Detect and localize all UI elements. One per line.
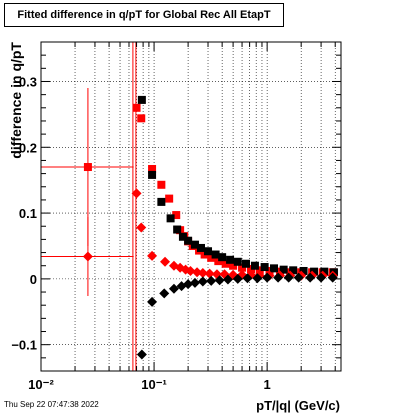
grid-lines <box>40 42 341 371</box>
series-1-square-point <box>279 265 288 274</box>
series-0-square-point <box>157 180 166 189</box>
series-3-diamond-point <box>283 272 294 283</box>
axis-ticks <box>40 41 341 372</box>
series-3-diamond-point <box>183 279 194 290</box>
y-tick-label: 0.2 <box>19 140 37 155</box>
plot-frame <box>40 41 342 372</box>
chart-title: Fitted difference in q/pT for Global Rec… <box>17 9 271 21</box>
x-tick-label: 1 <box>264 377 271 392</box>
series-1-square-point <box>218 253 227 262</box>
series-2-diamond-point <box>147 250 158 261</box>
series-1-square-point <box>196 243 205 252</box>
series-3-diamond-point <box>262 272 273 283</box>
reference-line <box>132 42 137 371</box>
y-axis-label: difference in q/pT <box>8 42 24 159</box>
series-0-square-point <box>137 114 146 123</box>
series-3-diamond-point <box>305 272 316 283</box>
series-2-diamond-point <box>197 267 208 278</box>
x-tick-label: 10⁻¹ <box>141 377 167 392</box>
series-3-diamond-point <box>316 272 327 283</box>
series-3-diamond-point <box>252 273 263 284</box>
series-2-diamond-point <box>204 268 215 279</box>
series-1-square-point <box>233 257 242 266</box>
series-3-diamond-point <box>206 275 217 286</box>
timestamp: Thu Sep 22 07:47:38 2022 <box>4 400 99 409</box>
y-tick-label: 0.1 <box>19 206 37 221</box>
series-1-square-point <box>190 240 199 249</box>
series-3-diamond-point <box>293 272 304 283</box>
series-1-square-point <box>320 267 329 276</box>
series-3-diamond-point <box>273 272 284 283</box>
series-0-square-point <box>132 103 141 112</box>
series-1-square-point <box>270 264 279 273</box>
data-markers <box>82 95 338 360</box>
series-1-square-point <box>211 250 220 259</box>
series-2-diamond-point <box>192 267 203 278</box>
series-1-square-point <box>299 266 308 275</box>
series-3-diamond-point <box>214 275 225 286</box>
series-3-diamond-point <box>159 288 170 299</box>
series-0-square-point <box>148 164 157 173</box>
series-0-square-point <box>172 211 181 220</box>
series-3-diamond-point <box>168 283 179 294</box>
series-1-square-point <box>226 255 235 264</box>
series-0-square-point <box>207 253 216 262</box>
y-tick-label: 0.3 <box>19 74 37 89</box>
series-1-square-point <box>157 197 166 206</box>
series-1-square-point <box>137 95 146 104</box>
series-2-diamond-point <box>136 222 147 233</box>
series-3-diamond-point <box>222 274 233 285</box>
series-1-square-point <box>250 261 259 270</box>
series-1-square-point <box>148 170 157 179</box>
series-0-square-point <box>229 261 238 270</box>
series-3-diamond-point <box>197 276 208 287</box>
series-1-square-point <box>289 266 298 275</box>
x-tick-label: 10⁻² <box>28 377 54 392</box>
tick-labels: 10⁻² 10⁻¹ 1 −0.1 0 0.1 0.2 0.3 <box>11 74 270 392</box>
x-axis-label: pT/|q| (GeV/c) <box>256 398 340 413</box>
series-1-square-point <box>260 263 269 272</box>
series-3-diamond-point <box>327 272 338 283</box>
series-1-square-point <box>178 232 187 241</box>
series-2-diamond-point <box>82 251 93 262</box>
series-0-square-point <box>255 266 264 275</box>
series-0-square-point <box>83 163 92 172</box>
series-1-square-point <box>204 247 213 256</box>
series-1-square-point <box>241 259 250 268</box>
series-3-diamond-point <box>232 273 243 284</box>
series-3-diamond-point <box>189 277 200 288</box>
y-tick-label: 0 <box>30 272 37 287</box>
series-1-square-point <box>310 267 319 276</box>
series-2-diamond-point <box>160 256 171 267</box>
series-3-diamond-point <box>147 296 158 307</box>
series-2-diamond-point <box>185 265 196 276</box>
series-1-square-point <box>173 225 182 234</box>
series-1-square-point <box>184 236 193 245</box>
series-0-square-point <box>165 194 174 203</box>
series-0-square-point <box>221 259 230 268</box>
series-3-diamond-point <box>242 273 253 284</box>
series-1-square-point <box>166 214 175 223</box>
series-2-diamond-point <box>131 188 142 199</box>
series-3-diamond-point <box>136 349 147 360</box>
y-tick-label: −0.1 <box>11 338 37 353</box>
chart-title-box: Fitted difference in q/pT for Global Rec… <box>4 3 284 27</box>
